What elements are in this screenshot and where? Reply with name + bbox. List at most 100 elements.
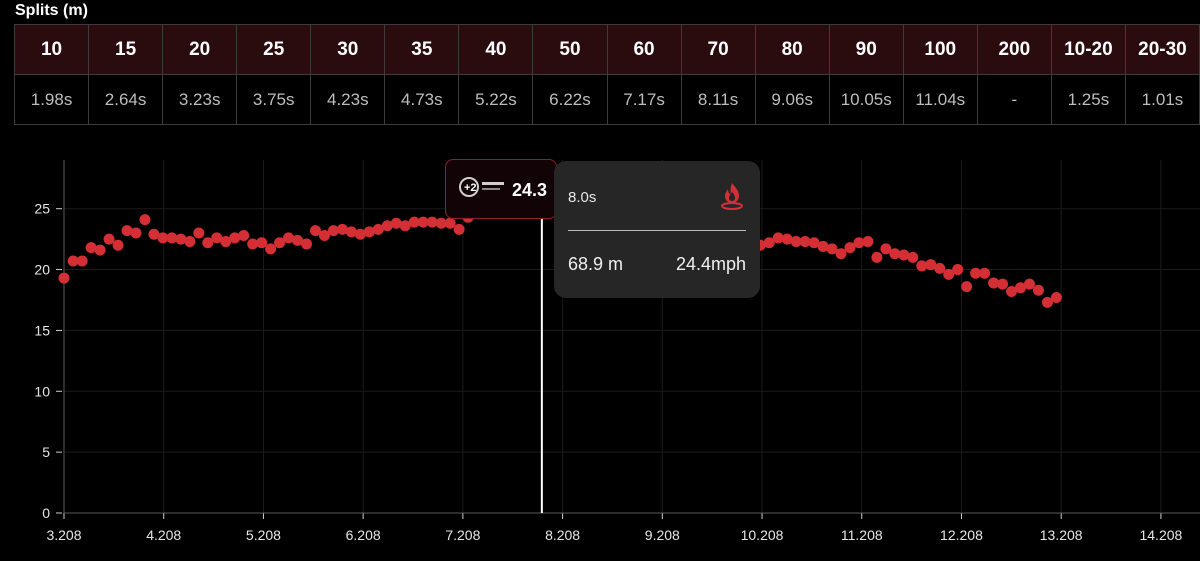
speed-point	[139, 214, 151, 226]
tooltip-speed: 24.4mph	[675, 254, 746, 274]
speed-point	[943, 268, 955, 280]
split-header: 35	[384, 24, 460, 75]
speed-point	[790, 236, 802, 248]
chart-axes: 0 5 10 15 20 25 3.208 4.208 5.208 6.208 7.208 8.208…	[34, 160, 1200, 543]
y-tick-label: 5	[42, 444, 50, 460]
speed-point	[1006, 285, 1018, 297]
split-header: 80	[754, 24, 830, 75]
speed-point	[309, 225, 321, 237]
splits-table: 10 15 20 25 30 35 40 50 60 70 80 90 100 …	[13, 24, 1200, 125]
svg-text:+2: +2	[464, 182, 477, 194]
speed-point	[453, 223, 465, 235]
speed-point	[148, 228, 160, 240]
speed-point	[256, 237, 268, 249]
speed-point	[67, 255, 79, 267]
y-tick-label: 20	[34, 262, 50, 278]
speed-point	[961, 281, 973, 293]
speed-point	[871, 251, 883, 263]
speed-point	[301, 238, 313, 250]
speed-point	[970, 267, 982, 279]
speed-point	[1041, 296, 1053, 308]
split-header: 25	[236, 24, 312, 75]
split-header: 40	[458, 24, 534, 75]
speed-point	[318, 229, 330, 241]
speed-point	[844, 242, 856, 254]
badge-speed-value: 24.3	[512, 180, 548, 200]
split-header: 10-20	[1050, 24, 1126, 75]
speed-point	[444, 217, 456, 229]
speed-point	[817, 240, 829, 252]
speed-point	[229, 232, 241, 244]
split-value: 6.22s	[532, 74, 608, 125]
speed-point	[916, 260, 928, 272]
speed-point	[94, 244, 106, 256]
split-value: 9.06s	[754, 74, 830, 125]
speed-point	[862, 236, 874, 248]
speed-point	[772, 232, 784, 244]
split-header: 15	[88, 24, 164, 75]
speed-point	[1015, 282, 1027, 294]
speed-point	[354, 228, 366, 240]
speed-point	[157, 232, 169, 244]
x-tick-label: 13.208	[1040, 527, 1083, 543]
split-value: 4.23s	[310, 74, 386, 125]
speed-point	[363, 226, 375, 238]
x-tick-label: 10.208	[741, 527, 784, 543]
speed-point	[274, 237, 286, 249]
x-tick-label: 6.208	[346, 527, 381, 543]
speed-point	[103, 233, 115, 245]
speed-point	[1032, 284, 1044, 296]
split-value: 10.05s	[828, 74, 904, 125]
speed-point	[381, 220, 393, 232]
speed-point	[202, 237, 214, 249]
x-tick-label: 14.208	[1139, 527, 1182, 543]
split-header: 50	[532, 24, 608, 75]
speed-point	[399, 220, 411, 232]
speed-point	[435, 217, 447, 229]
speed-point	[372, 223, 384, 235]
speed-point	[265, 243, 277, 255]
split-value: 3.23s	[162, 74, 238, 125]
y-tick-label: 15	[34, 322, 50, 338]
speed-point	[336, 223, 348, 235]
speed-point	[934, 262, 946, 274]
split-header: 60	[606, 24, 682, 75]
speed-point	[220, 236, 232, 248]
speed-point	[211, 232, 223, 244]
splits-value-row: 1.98s 2.64s 3.23s 3.75s 4.23s 4.73s 5.22…	[13, 74, 1200, 125]
speed-point	[808, 237, 820, 249]
speed-point	[988, 277, 1000, 289]
split-header: 70	[680, 24, 756, 75]
speed-point	[853, 237, 865, 249]
x-tick-label: 11.208	[841, 527, 883, 543]
splits-title: Splits (m)	[15, 2, 88, 19]
split-header: 200	[976, 24, 1052, 75]
y-tick-label: 0	[42, 505, 50, 521]
split-header: 10	[13, 24, 90, 75]
split-header: 20	[162, 24, 238, 75]
speed-point	[166, 232, 178, 244]
split-value: 1.25s	[1050, 74, 1126, 125]
speed-point	[889, 248, 901, 260]
speed-point	[907, 251, 919, 263]
split-value: 2.64s	[88, 74, 164, 125]
speed-point	[85, 242, 97, 254]
split-header: 20-30	[1124, 24, 1200, 75]
speed-point	[952, 264, 964, 276]
flame-logo-icon	[721, 183, 743, 210]
x-tick-label: 8.208	[545, 527, 580, 543]
speed-point	[880, 243, 892, 255]
speed-point	[408, 216, 420, 228]
x-tick-label: 4.208	[146, 527, 181, 543]
plus-two-logo-icon: +2	[459, 177, 504, 197]
speed-point	[390, 217, 402, 229]
x-tick-label: 7.208	[445, 527, 480, 543]
speed-point	[835, 248, 847, 260]
speed-point	[247, 238, 259, 250]
split-header: 100	[902, 24, 978, 75]
speed-point	[426, 216, 438, 228]
speed-point	[898, 249, 910, 261]
speed-point	[175, 233, 187, 245]
speed-point	[76, 255, 88, 267]
speed-point	[58, 272, 70, 284]
